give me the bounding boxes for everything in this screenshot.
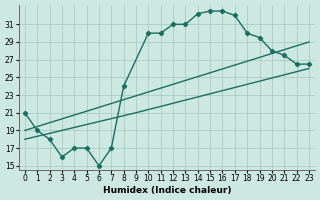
X-axis label: Humidex (Indice chaleur): Humidex (Indice chaleur) <box>103 186 231 195</box>
